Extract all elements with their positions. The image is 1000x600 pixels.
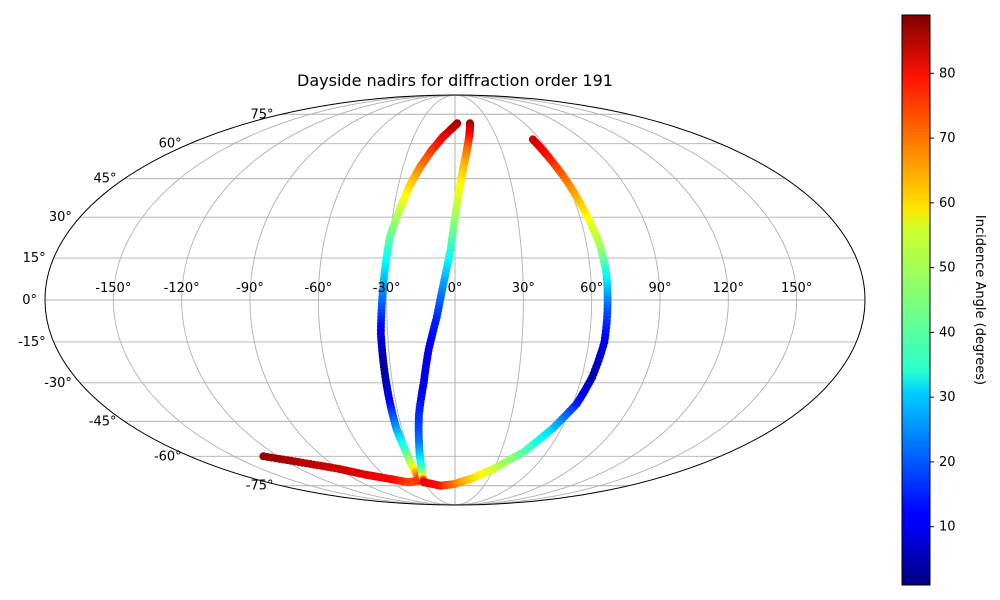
longitude-tick-label: -30° xyxy=(373,281,401,296)
latitude-tick-label: -60° xyxy=(154,449,182,464)
latitude-tick-labels: -75° -60° -45° -30° -15° 0° 15° 30° 45° 60° 75° xyxy=(18,107,274,493)
latitude-tick-label: -45° xyxy=(89,414,117,429)
longitude-tick-label: 30° xyxy=(512,281,535,296)
colorbar-tick-label: 30 xyxy=(939,390,956,405)
colorbar-tick-label: 40 xyxy=(939,325,956,340)
graticule xyxy=(45,95,865,505)
colorbar-tick-label: 10 xyxy=(939,520,956,535)
longitude-tick-label: 150° xyxy=(781,281,812,296)
longitude-tick-label: -120° xyxy=(164,281,200,296)
latitude-tick-label: 75° xyxy=(250,107,273,122)
longitude-tick-label: -150° xyxy=(95,281,131,296)
latitude-tick-label: 60° xyxy=(159,137,182,152)
map-boundary xyxy=(44,94,866,506)
colorbar-tick-label: 80 xyxy=(939,66,956,81)
data-points xyxy=(259,119,612,490)
longitude-tick-labels: -150° -120° -90° -60° -30° 0° 30° 60° 90° 120° 150… xyxy=(95,281,812,296)
colorbar-label: Incidence Angle (degrees) xyxy=(972,215,987,385)
latitude-tick-label: 15° xyxy=(23,251,46,266)
latitude-tick-label: 45° xyxy=(94,172,117,187)
colorbar-ticks: 10 20 30 40 50 60 70 80 xyxy=(930,66,956,535)
latitude-tick-label: 0° xyxy=(22,293,37,308)
colorbar-tick-label: 50 xyxy=(939,261,956,276)
data-point xyxy=(259,452,268,461)
colorbar-tick-label: 20 xyxy=(939,455,956,470)
chart-title: Dayside nadirs for diffraction order 191 xyxy=(297,71,613,90)
colorbar: 10 20 30 40 50 60 70 80 Incidence Angle (degree… xyxy=(901,14,987,586)
latitude-tick-label: -15° xyxy=(18,335,46,350)
colorbar-tick-label: 70 xyxy=(939,131,956,146)
colorbar-tick-label: 60 xyxy=(939,196,956,211)
latitude-tick-label: -75° xyxy=(246,479,274,494)
longitude-tick-label: 0° xyxy=(448,281,463,296)
longitude-tick-label: 90° xyxy=(648,281,671,296)
longitude-tick-label: -60° xyxy=(304,281,332,296)
latitude-tick-label: 30° xyxy=(49,210,72,225)
colorbar-gradient xyxy=(901,14,931,586)
longitude-tick-label: 60° xyxy=(580,281,603,296)
longitude-tick-label: -90° xyxy=(236,281,264,296)
longitude-tick-label: 120° xyxy=(713,281,744,296)
latitude-tick-label: -30° xyxy=(44,376,72,391)
data-point xyxy=(528,135,537,144)
